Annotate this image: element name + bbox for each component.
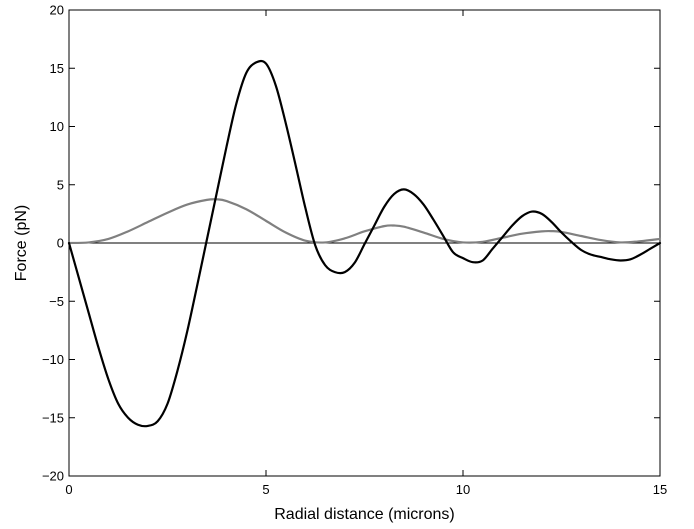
y-tick-label: −10: [42, 352, 64, 367]
x-axis-label: Radial distance (microns): [274, 506, 455, 523]
y-tick-label: 10: [50, 119, 64, 134]
y-tick-label: 0: [57, 236, 64, 251]
y-tick-label: −15: [42, 410, 64, 425]
y-axis-label: Force (pN): [13, 205, 30, 281]
y-tick-label: −5: [49, 294, 64, 309]
x-tick-label: 0: [65, 482, 72, 497]
y-tick-label: 5: [57, 177, 64, 192]
series-layer: [67, 59, 662, 428]
gray-force-curve: [67, 198, 662, 245]
axis-ticks: 0 5 10 15 −20 −15 −10 −5 0 5 10 15 20: [42, 3, 667, 498]
x-tick-label: 5: [262, 482, 269, 497]
y-tick-label: 15: [50, 61, 64, 76]
x-tick-label: 15: [653, 482, 667, 497]
y-tick-label: 20: [50, 3, 64, 18]
black-force-curve: [67, 59, 662, 428]
x-tick-label: 10: [456, 482, 470, 497]
y-tick-label: −20: [42, 469, 64, 484]
